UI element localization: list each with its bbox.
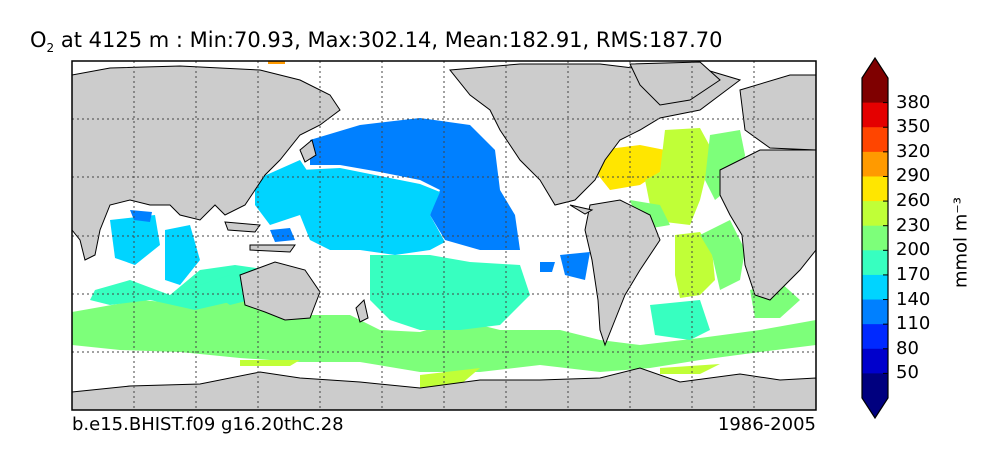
colorbar-extend-min [862,398,888,418]
lat-lon-grid [72,61,816,410]
colorbar-swatch [862,201,888,227]
land [72,61,816,410]
colorbar-outline [861,56,889,420]
colorbar-swatch [862,274,888,301]
colorbar-swatch [862,373,888,399]
colorbar-tick-label: 80 [896,337,919,359]
colorbar-swatch [862,151,888,177]
colorbar-swatch [862,127,888,153]
colorbar-swatch [862,348,888,374]
run-id-label: b.e15.BHIST.f09 g16.20thC.28 [72,414,344,435]
colorbar-tick-label: 230 [896,214,931,236]
colorbar-swatch [862,324,888,350]
colorbar-swatch [862,176,888,202]
colorbar-tick-label: 140 [896,288,931,310]
colorbar-extend-max [862,58,888,78]
colorbar-tick-label: 110 [896,313,931,335]
colorbar-swatch [862,250,888,276]
period-label: 1986-2005 [717,414,816,435]
map-frame [71,60,817,411]
map-panel [72,61,816,410]
colorbar-swatch [862,102,888,128]
colorbar-unit-label: mmol m⁻³ [950,196,972,289]
colorbar-tick-label: 290 [896,165,931,187]
colorbar-tick-label: 320 [896,140,931,162]
colorbar-tick-label: 350 [896,116,931,138]
colorbar-tick-label: 200 [896,239,931,261]
colorbar-swatch [862,78,888,104]
colorbar-tick-label: 50 [896,362,919,384]
colorbar-swatch [862,225,888,251]
colorbar-swatch [862,299,888,325]
colorbar-tick-label: 260 [896,190,931,212]
colorbar-tick-label: 170 [896,263,931,285]
map-title: O2 at 4125 m : Min:70.93, Max:302.14, Me… [30,28,723,56]
colorbar [861,56,889,420]
colorbar-tick-label: 380 [896,91,931,113]
